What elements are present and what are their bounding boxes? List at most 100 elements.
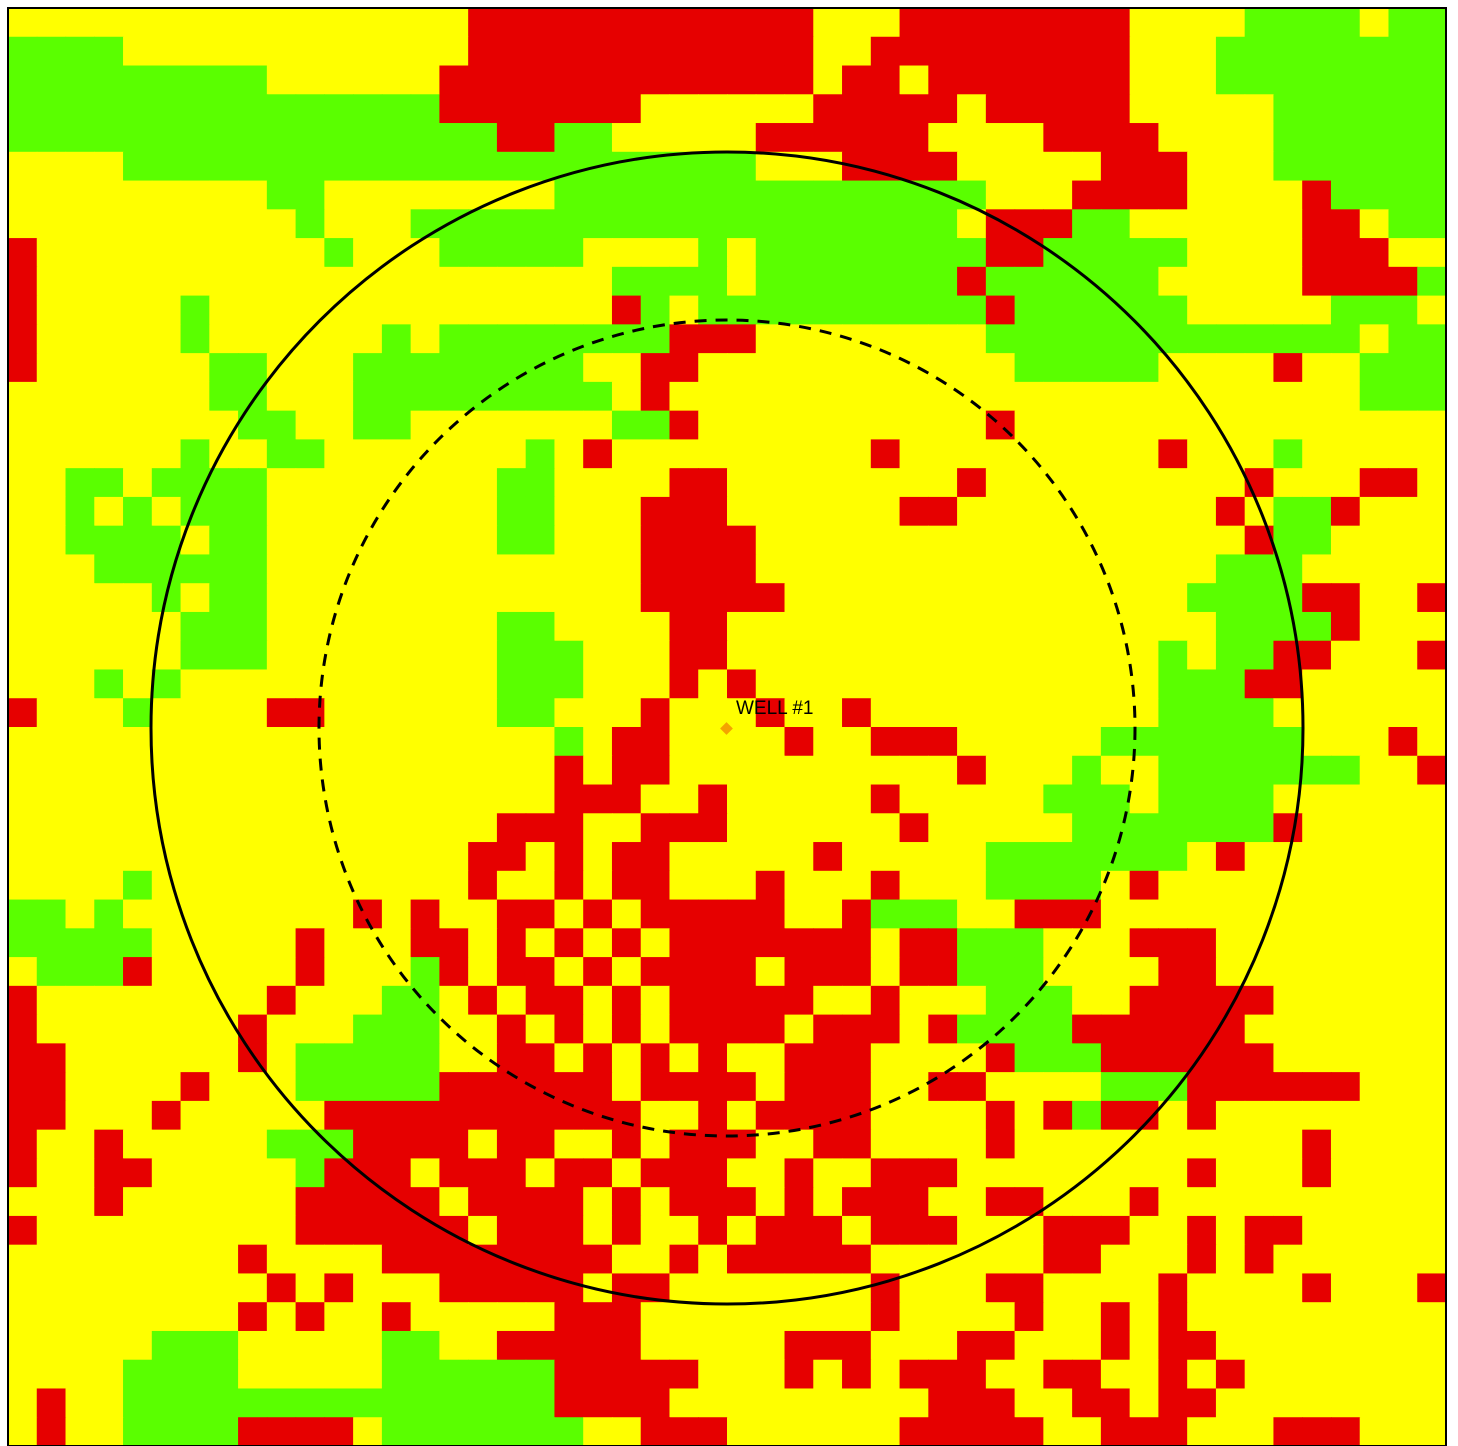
- cell-yellow: [957, 1215, 987, 1246]
- cell-yellow: [1330, 1388, 1361, 1418]
- cell-yellow: [1072, 611, 1102, 642]
- cell-yellow: [65, 1417, 95, 1446]
- cell-red: [669, 583, 699, 613]
- cell-yellow: [842, 870, 872, 901]
- cell-yellow: [353, 870, 383, 901]
- cell-yellow: [496, 755, 527, 786]
- cell-yellow: [1158, 1158, 1188, 1188]
- cell-red: [842, 957, 872, 987]
- cell-yellow: [870, 842, 901, 872]
- cell-red: [94, 1129, 124, 1159]
- cell-yellow: [1388, 1388, 1418, 1418]
- cell-green: [238, 583, 268, 613]
- cell-yellow: [640, 1330, 671, 1361]
- cell-yellow: [65, 295, 95, 325]
- cell-yellow: [439, 496, 469, 527]
- cell-yellow: [784, 755, 814, 786]
- cell-green: [755, 209, 786, 239]
- cell-yellow: [1273, 238, 1303, 268]
- cell-yellow: [842, 1388, 872, 1418]
- cell-green: [468, 238, 498, 268]
- cell-yellow: [669, 381, 699, 412]
- cell-yellow: [94, 842, 124, 872]
- cell-red: [928, 36, 958, 67]
- cell-yellow: [94, 870, 124, 901]
- cell-red: [1100, 1417, 1131, 1446]
- cell-yellow: [554, 583, 584, 613]
- cell-red: [583, 1158, 613, 1188]
- cell-yellow: [1043, 1302, 1073, 1332]
- cell-red: [1129, 1417, 1159, 1446]
- cell-yellow: [36, 554, 67, 584]
- cell-red: [468, 8, 498, 38]
- cell-green: [813, 180, 843, 210]
- cell-red: [698, 1072, 728, 1102]
- cell-yellow: [957, 324, 987, 354]
- cell-yellow: [957, 583, 987, 613]
- cell-yellow: [1072, 1158, 1102, 1188]
- cell-yellow: [985, 496, 1016, 527]
- cell-yellow: [468, 727, 498, 757]
- cell-yellow: [324, 381, 354, 412]
- cell-yellow: [36, 1244, 67, 1275]
- cell-red: [727, 65, 757, 95]
- cell-red: [957, 1417, 987, 1446]
- cell-yellow: [65, 870, 95, 901]
- cell-red: [928, 94, 958, 124]
- cell-yellow: [1187, 238, 1217, 268]
- cell-yellow: [1244, 295, 1275, 325]
- cell-red: [496, 1043, 527, 1073]
- cell-yellow: [899, 381, 929, 412]
- cell-yellow: [94, 151, 124, 182]
- cell-yellow: [842, 583, 872, 613]
- cell-yellow: [266, 1244, 297, 1275]
- cell-yellow: [180, 842, 210, 872]
- cell-yellow: [65, 985, 95, 1016]
- cell-yellow: [985, 640, 1016, 671]
- cell-yellow: [353, 468, 383, 498]
- cell-yellow: [1273, 209, 1303, 239]
- cell-red: [870, 985, 901, 1016]
- cell-yellow: [1215, 1100, 1246, 1131]
- cell-red: [8, 1215, 38, 1246]
- cell-yellow: [1129, 381, 1159, 412]
- cell-red: [1014, 1417, 1044, 1446]
- cell-yellow: [1215, 381, 1246, 412]
- cell-yellow: [1215, 468, 1246, 498]
- cell-red: [1072, 1388, 1102, 1418]
- cell-yellow: [899, 1129, 929, 1159]
- cell-yellow: [1043, 180, 1073, 210]
- cell-yellow: [928, 1129, 958, 1159]
- cell-green: [1302, 151, 1332, 182]
- cell-green: [209, 353, 239, 383]
- cell-yellow: [640, 1244, 671, 1275]
- cell-yellow: [209, 842, 239, 872]
- cell-yellow: [180, 755, 210, 786]
- cell-yellow: [324, 755, 354, 786]
- cell-yellow: [1359, 1302, 1390, 1332]
- cell-yellow: [1215, 525, 1246, 556]
- cell-red: [870, 727, 901, 757]
- cell-red: [353, 1187, 383, 1217]
- cell-red: [496, 1072, 527, 1102]
- cell-yellow: [180, 1100, 210, 1131]
- cell-yellow: [94, 209, 124, 239]
- cell-red: [1302, 238, 1332, 268]
- cell-yellow: [8, 1273, 38, 1303]
- cell-green: [381, 410, 412, 440]
- cell-green: [1100, 727, 1131, 757]
- cell-green: [123, 1388, 153, 1418]
- cell-yellow: [36, 381, 67, 412]
- cell-red: [410, 1129, 440, 1159]
- cell-yellow: [583, 813, 613, 843]
- cell-yellow: [583, 1215, 613, 1246]
- cell-green: [468, 324, 498, 354]
- cell-red: [698, 8, 728, 38]
- cell-red: [1129, 928, 1159, 958]
- cell-yellow: [123, 1273, 153, 1303]
- cell-red: [1014, 8, 1044, 38]
- cell-yellow: [899, 324, 929, 354]
- cell-yellow: [324, 266, 354, 297]
- cell-yellow: [1072, 1302, 1102, 1332]
- cell-red: [1043, 8, 1073, 38]
